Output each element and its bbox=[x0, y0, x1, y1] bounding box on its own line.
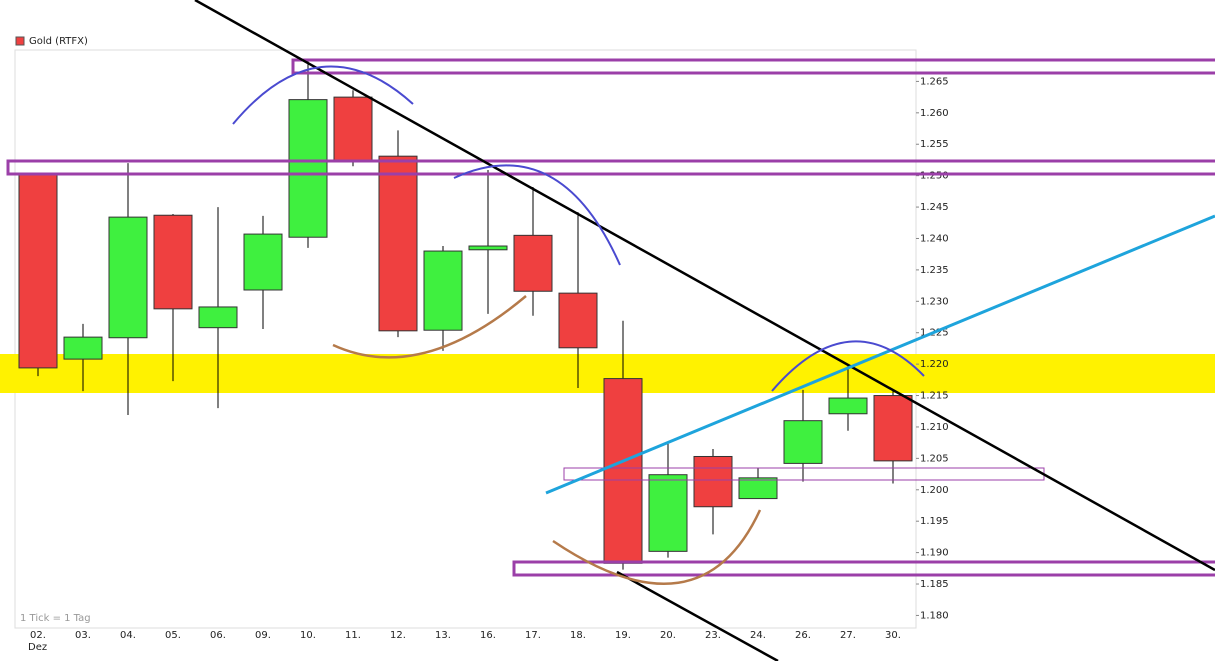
y-tick-label: 1.260 bbox=[920, 108, 949, 119]
y-tick-label: 1.190 bbox=[920, 548, 949, 559]
x-tick-label: 19. bbox=[615, 630, 631, 641]
x-tick-label: 16. bbox=[480, 630, 496, 641]
y-tick-label: 1.265 bbox=[920, 76, 949, 87]
drawings bbox=[6, 0, 1215, 661]
x-tick-label: 12. bbox=[390, 630, 406, 641]
arc bbox=[453, 164, 621, 266]
legend-label: Gold (RTFX) bbox=[29, 36, 88, 47]
y-tick-label: 1.240 bbox=[920, 233, 949, 244]
candle-body bbox=[333, 96, 373, 162]
x-tick-label: 09. bbox=[255, 630, 271, 641]
x-tick-label: 13. bbox=[435, 630, 451, 641]
candle-body bbox=[153, 214, 193, 310]
candle-body bbox=[18, 173, 58, 369]
y-tick-label: 1.250 bbox=[920, 171, 949, 182]
x-tick-label: 10. bbox=[300, 630, 316, 641]
x-tick-label: 17. bbox=[525, 630, 541, 641]
x-tick-label: 30. bbox=[885, 630, 901, 641]
candle-body bbox=[558, 292, 598, 349]
x-tick-label: 20. bbox=[660, 630, 676, 641]
x-tick-label: 11. bbox=[345, 630, 361, 641]
month-label: Dez bbox=[28, 642, 47, 653]
y-tick-label: 1.210 bbox=[920, 422, 949, 433]
candle-body bbox=[423, 250, 463, 331]
candle-body bbox=[693, 455, 733, 508]
candle-body bbox=[63, 336, 103, 360]
candle-body bbox=[603, 378, 643, 564]
candle-body bbox=[783, 420, 823, 464]
arc bbox=[552, 509, 762, 585]
candle-body bbox=[468, 245, 508, 251]
candle-body bbox=[648, 474, 688, 552]
x-tick-label: 04. bbox=[120, 630, 136, 641]
resistance-box bbox=[6, 159, 1215, 176]
legend-swatch bbox=[15, 36, 25, 46]
y-tick-label: 1.235 bbox=[920, 265, 949, 276]
x-tick-label: 06. bbox=[210, 630, 226, 641]
candle-body bbox=[513, 234, 553, 292]
x-tick-label: 03. bbox=[75, 630, 91, 641]
x-tick-label: 23. bbox=[705, 630, 721, 641]
x-tick-label: 02. bbox=[30, 630, 46, 641]
trend-line bbox=[545, 214, 1215, 495]
candle-body bbox=[288, 99, 328, 238]
y-tick-label: 1.230 bbox=[920, 296, 949, 307]
y-tick-label: 1.205 bbox=[920, 453, 949, 464]
candle-body bbox=[873, 395, 913, 462]
x-tick-label: 05. bbox=[165, 630, 181, 641]
x-tick-label: 26. bbox=[795, 630, 811, 641]
trend-line bbox=[616, 570, 779, 661]
y-tick-label: 1.215 bbox=[920, 391, 949, 402]
candle-body bbox=[243, 233, 283, 291]
arc bbox=[232, 65, 414, 125]
candle-body bbox=[108, 216, 148, 339]
y-tick-label: 1.195 bbox=[920, 516, 949, 527]
x-tick-label: 18. bbox=[570, 630, 586, 641]
candle-body bbox=[738, 477, 778, 500]
candle-body bbox=[198, 306, 238, 329]
support-box bbox=[512, 560, 1215, 577]
x-tick-label: 24. bbox=[750, 630, 766, 641]
y-tick-label: 1.180 bbox=[920, 610, 949, 621]
x-tick-label: 27. bbox=[840, 630, 856, 641]
plot-frame bbox=[14, 49, 917, 629]
y-tick-label: 1.185 bbox=[920, 579, 949, 590]
candle-body bbox=[828, 397, 868, 415]
resistance-box bbox=[291, 58, 1215, 75]
trend-line bbox=[194, 0, 1215, 572]
candle-body bbox=[378, 155, 418, 332]
arc bbox=[332, 295, 527, 359]
y-tick-label: 1.255 bbox=[920, 139, 949, 150]
arc bbox=[771, 340, 925, 392]
tick-note: 1 Tick = 1 Tag bbox=[20, 613, 91, 624]
y-tick-label: 1.200 bbox=[920, 485, 949, 496]
y-tick-label: 1.220 bbox=[920, 359, 949, 370]
y-tick-label: 1.245 bbox=[920, 202, 949, 213]
